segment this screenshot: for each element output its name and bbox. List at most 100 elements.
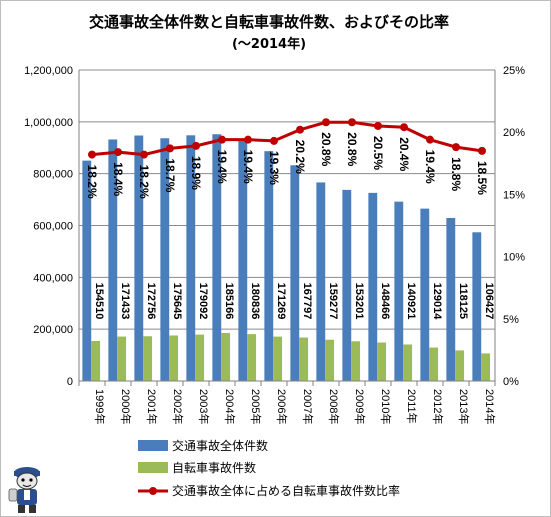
x-tick-label: 2001年 (145, 389, 159, 424)
bar-total (82, 160, 92, 381)
bar-bicycle (481, 353, 491, 381)
bar-bicycle (455, 350, 465, 381)
x-tick-label: 2007年 (301, 389, 315, 424)
x-tick-label: 2012年 (431, 389, 445, 424)
y-left-tick-label: 1,200,000 (24, 65, 73, 77)
x-tick-label: 2011年 (405, 389, 419, 424)
bar-bicycle (377, 342, 387, 381)
y-left-tick-label: 400,000 (33, 272, 73, 284)
y-left-tick-label: 800,000 (33, 169, 73, 181)
bar-total (186, 135, 196, 381)
y-right-tick-label: 10% (503, 252, 525, 264)
bicycle-data-label: 153201 (353, 283, 365, 320)
bicycle-data-label: 118125 (457, 283, 469, 319)
bicycle-data-label: 171433 (119, 283, 131, 320)
y-left-tick-label: 1,000,000 (24, 117, 73, 129)
bar-bicycle (273, 336, 283, 381)
ratio-point (348, 118, 356, 127)
ratio-point (296, 125, 304, 134)
ratio-point (452, 143, 460, 152)
ratio-point (88, 150, 96, 159)
bar-bicycle (91, 340, 101, 381)
ratio-point (400, 123, 408, 132)
x-tick-label: 2000年 (119, 389, 133, 424)
bicycle-data-label: 175645 (171, 283, 183, 320)
y-left-tick-label: 200,000 (33, 324, 73, 336)
ratio-line (91, 120, 483, 157)
bar-total (446, 217, 456, 381)
y-right-tick-label: 20% (503, 127, 525, 139)
bar-total (134, 135, 144, 381)
y-left-tick-label: 600,000 (33, 221, 73, 233)
ratio-point (322, 118, 330, 127)
bar-total (342, 189, 352, 381)
bar-bicycle (299, 337, 309, 381)
ratio-data-label: 19.3% (267, 151, 281, 185)
y-right-tick-label: 0% (503, 376, 519, 388)
bar-bicycle (403, 344, 413, 381)
bar-total (368, 192, 378, 381)
y-right-tick-label: 15% (503, 189, 525, 201)
ratio-data-label: 20.2% (293, 140, 307, 174)
ratio-point (244, 135, 252, 144)
mascot-illustration (8, 467, 40, 513)
bicycle-data-label: 172756 (145, 283, 157, 320)
bar-bicycle (429, 347, 439, 381)
bar-bicycle (247, 334, 257, 381)
x-tick-label: 2009年 (353, 389, 367, 424)
ratio-point (140, 150, 148, 159)
ratio-data-label: 18.8% (449, 157, 463, 191)
bicycle-data-label: 185166 (223, 283, 235, 320)
ratio-point (270, 136, 278, 145)
legend-label-total: 交通事故全体件数 (172, 438, 268, 453)
bar-total (238, 138, 248, 381)
bar-total (394, 201, 404, 381)
x-tick-label: 2008年 (327, 389, 341, 424)
bicycle-data-label: 154510 (93, 283, 105, 320)
legend-label-bicycle: 自転車事故件数 (172, 460, 256, 475)
ratio-data-label: 19.4% (241, 150, 255, 184)
chart-title: 交通事故全体件数と自転車事故件数、およびその比率 (89, 13, 449, 31)
ratio-data-label: 18.5% (475, 161, 489, 195)
legend-label-ratio: 交通事故全体に占める自転車事故件数比率 (172, 483, 400, 498)
bar-bicycle (351, 341, 361, 381)
ratio-data-label: 20.8% (345, 132, 359, 166)
x-tick-label: 2005年 (249, 389, 263, 424)
bar-bicycle (325, 339, 335, 381)
ratio-data-label: 19.4% (423, 150, 437, 184)
ratio-point (192, 141, 200, 150)
chart-subtitle: (〜2014年) (232, 36, 306, 52)
bicycle-data-label: 179092 (197, 283, 209, 320)
ratio-data-label: 18.4% (111, 162, 125, 196)
ratio-data-label: 20.8% (319, 132, 333, 166)
ratio-point (478, 146, 486, 155)
bar-total (290, 165, 300, 381)
ratio-data-label: 19.4% (215, 150, 229, 184)
ratio-data-label: 18.7% (163, 158, 177, 192)
bicycle-data-label: 159277 (327, 283, 339, 320)
x-tick-label: 2002年 (171, 389, 185, 424)
bicycle-data-label: 106427 (483, 283, 495, 320)
x-tick-label: 2013年 (457, 389, 471, 424)
bar-bicycle (117, 336, 127, 381)
bicycle-data-label: 140921 (405, 283, 417, 320)
bar-total (472, 232, 482, 381)
bar-total (264, 151, 274, 381)
bar-total (420, 208, 430, 381)
x-tick-label: 1999年 (93, 389, 107, 424)
ratio-point (374, 121, 382, 130)
bicycle-data-label: 171269 (275, 283, 287, 320)
bicycle-data-label: 167797 (301, 283, 313, 320)
legend-swatch-total (138, 440, 168, 451)
ratio-point (166, 144, 174, 153)
ratio-data-label: 20.5% (371, 136, 385, 170)
bar-total (316, 182, 326, 381)
x-tick-label: 2004年 (223, 389, 237, 424)
y-right-tick-label: 25% (503, 65, 525, 77)
bicycle-data-label: 129014 (431, 283, 443, 321)
legend-swatch-bicycle (138, 462, 168, 473)
y-left-tick-label: 0 (67, 376, 73, 388)
bar-bicycle (169, 335, 179, 381)
